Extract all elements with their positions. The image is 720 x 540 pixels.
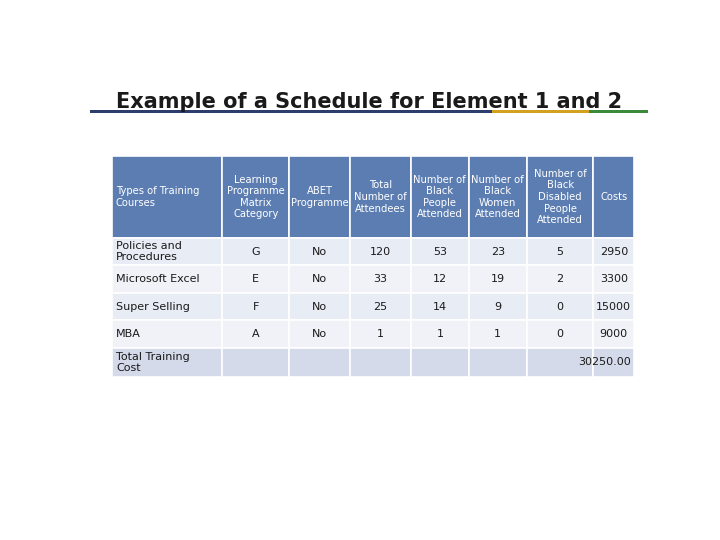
Bar — [289, 348, 350, 377]
Bar — [411, 265, 469, 293]
Text: 30250.00: 30250.00 — [578, 357, 631, 367]
Text: 14: 14 — [433, 302, 447, 312]
Text: 0: 0 — [557, 302, 564, 312]
Bar — [593, 238, 634, 265]
Bar — [411, 238, 469, 265]
Bar — [527, 320, 593, 348]
Text: No: No — [312, 247, 327, 256]
Bar — [469, 156, 527, 238]
Text: Costs: Costs — [600, 192, 627, 202]
Text: Policies and
Procedures: Policies and Procedures — [116, 241, 182, 262]
Text: Super Selling: Super Selling — [116, 302, 190, 312]
Text: Number of
Black
Disabled
People
Attended: Number of Black Disabled People Attended — [534, 169, 587, 225]
Bar — [350, 238, 411, 265]
Text: 23: 23 — [491, 247, 505, 256]
Bar — [527, 238, 593, 265]
Text: Microsoft Excel: Microsoft Excel — [116, 274, 200, 284]
Bar — [289, 293, 350, 320]
Text: ABET
Programme: ABET Programme — [291, 186, 348, 208]
Bar — [112, 156, 222, 238]
Bar — [593, 265, 634, 293]
Text: Types of Training
Courses: Types of Training Courses — [116, 186, 199, 208]
Text: 9000: 9000 — [600, 329, 628, 339]
Text: Example of a Schedule for Element 1 and 2: Example of a Schedule for Element 1 and … — [116, 92, 622, 112]
Bar — [527, 265, 593, 293]
Text: 33: 33 — [374, 274, 387, 284]
Bar — [411, 156, 469, 238]
Bar — [350, 320, 411, 348]
Bar — [289, 320, 350, 348]
Text: 1: 1 — [377, 329, 384, 339]
Bar — [469, 265, 527, 293]
Text: 19: 19 — [491, 274, 505, 284]
Bar — [593, 293, 634, 320]
Text: No: No — [312, 329, 327, 339]
Text: E: E — [252, 274, 259, 284]
Bar — [350, 156, 411, 238]
Bar — [112, 238, 222, 265]
Text: No: No — [312, 302, 327, 312]
Bar — [492, 110, 590, 113]
Text: Number of
Black
Women
Attended: Number of Black Women Attended — [472, 174, 524, 219]
Bar — [469, 348, 527, 377]
Bar — [469, 320, 527, 348]
Bar — [350, 265, 411, 293]
Bar — [469, 238, 527, 265]
Text: Learning
Programme
Matrix
Category: Learning Programme Matrix Category — [227, 174, 284, 219]
Text: 5: 5 — [557, 247, 564, 256]
Text: G: G — [251, 247, 260, 256]
Text: F: F — [253, 302, 259, 312]
Text: A: A — [252, 329, 260, 339]
Bar — [222, 293, 289, 320]
Bar — [593, 320, 634, 348]
Bar — [222, 320, 289, 348]
Text: 25: 25 — [374, 302, 387, 312]
Bar — [469, 293, 527, 320]
Bar — [350, 293, 411, 320]
Text: Total
Number of
Attendees: Total Number of Attendees — [354, 180, 407, 214]
Bar — [350, 348, 411, 377]
Text: 2: 2 — [557, 274, 564, 284]
Bar — [289, 265, 350, 293]
Text: 3300: 3300 — [600, 274, 628, 284]
Text: MBA: MBA — [116, 329, 141, 339]
Bar — [411, 293, 469, 320]
Text: 1: 1 — [436, 329, 444, 339]
Bar — [289, 156, 350, 238]
Bar — [527, 293, 593, 320]
Text: Total Training
Cost: Total Training Cost — [116, 352, 190, 373]
Bar — [222, 238, 289, 265]
Bar — [590, 110, 648, 113]
Bar — [112, 293, 222, 320]
Text: 0: 0 — [557, 329, 564, 339]
Bar — [222, 156, 289, 238]
Text: 120: 120 — [370, 247, 391, 256]
Bar — [222, 348, 289, 377]
Bar — [527, 348, 593, 377]
Bar — [527, 156, 593, 238]
Text: 12: 12 — [433, 274, 447, 284]
Bar — [90, 110, 492, 113]
Bar — [112, 320, 222, 348]
Bar — [112, 348, 222, 377]
Bar — [112, 265, 222, 293]
Text: 9: 9 — [494, 302, 501, 312]
Text: No: No — [312, 274, 327, 284]
Bar — [411, 320, 469, 348]
Text: 1: 1 — [495, 329, 501, 339]
Bar — [411, 348, 469, 377]
Bar — [222, 265, 289, 293]
Bar — [289, 238, 350, 265]
Text: 53: 53 — [433, 247, 447, 256]
Bar — [593, 156, 634, 238]
Text: Number of
Black
People
Attended: Number of Black People Attended — [413, 174, 467, 219]
Text: 2950: 2950 — [600, 247, 628, 256]
Text: 15000: 15000 — [596, 302, 631, 312]
Bar — [593, 348, 634, 377]
